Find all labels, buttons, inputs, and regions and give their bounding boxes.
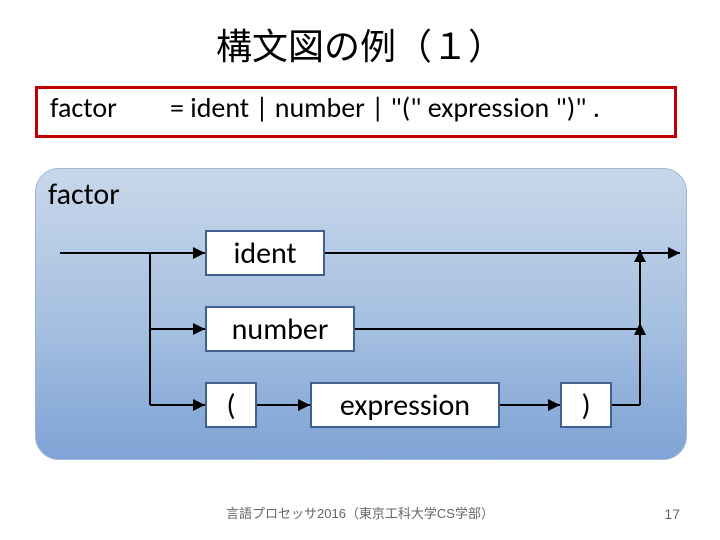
grammar-lhs: factor <box>50 90 117 125</box>
node-expression: expression <box>310 382 500 428</box>
node-number: number <box>205 306 355 352</box>
slide: 構文図の例（１） factor = ident | number | "(" e… <box>0 0 720 540</box>
grammar-rhs: = ident | number | "(" expression ")" . <box>170 90 600 125</box>
page-number: 17 <box>664 506 680 522</box>
footer-text: 言語プロセッサ2016（東京工科大学CS学部） <box>0 503 720 522</box>
page-title: 構文図の例（１） <box>0 18 720 70</box>
node-ident: ident <box>205 230 325 276</box>
node-lparen: ( <box>205 382 257 428</box>
node-rparen: ) <box>560 382 612 428</box>
syntax-diagram-label: factor <box>48 176 120 213</box>
